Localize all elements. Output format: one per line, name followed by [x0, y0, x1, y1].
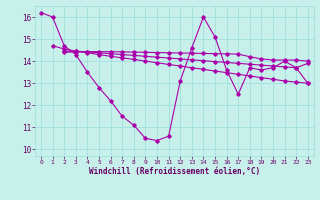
X-axis label: Windchill (Refroidissement éolien,°C): Windchill (Refroidissement éolien,°C) — [89, 167, 260, 176]
